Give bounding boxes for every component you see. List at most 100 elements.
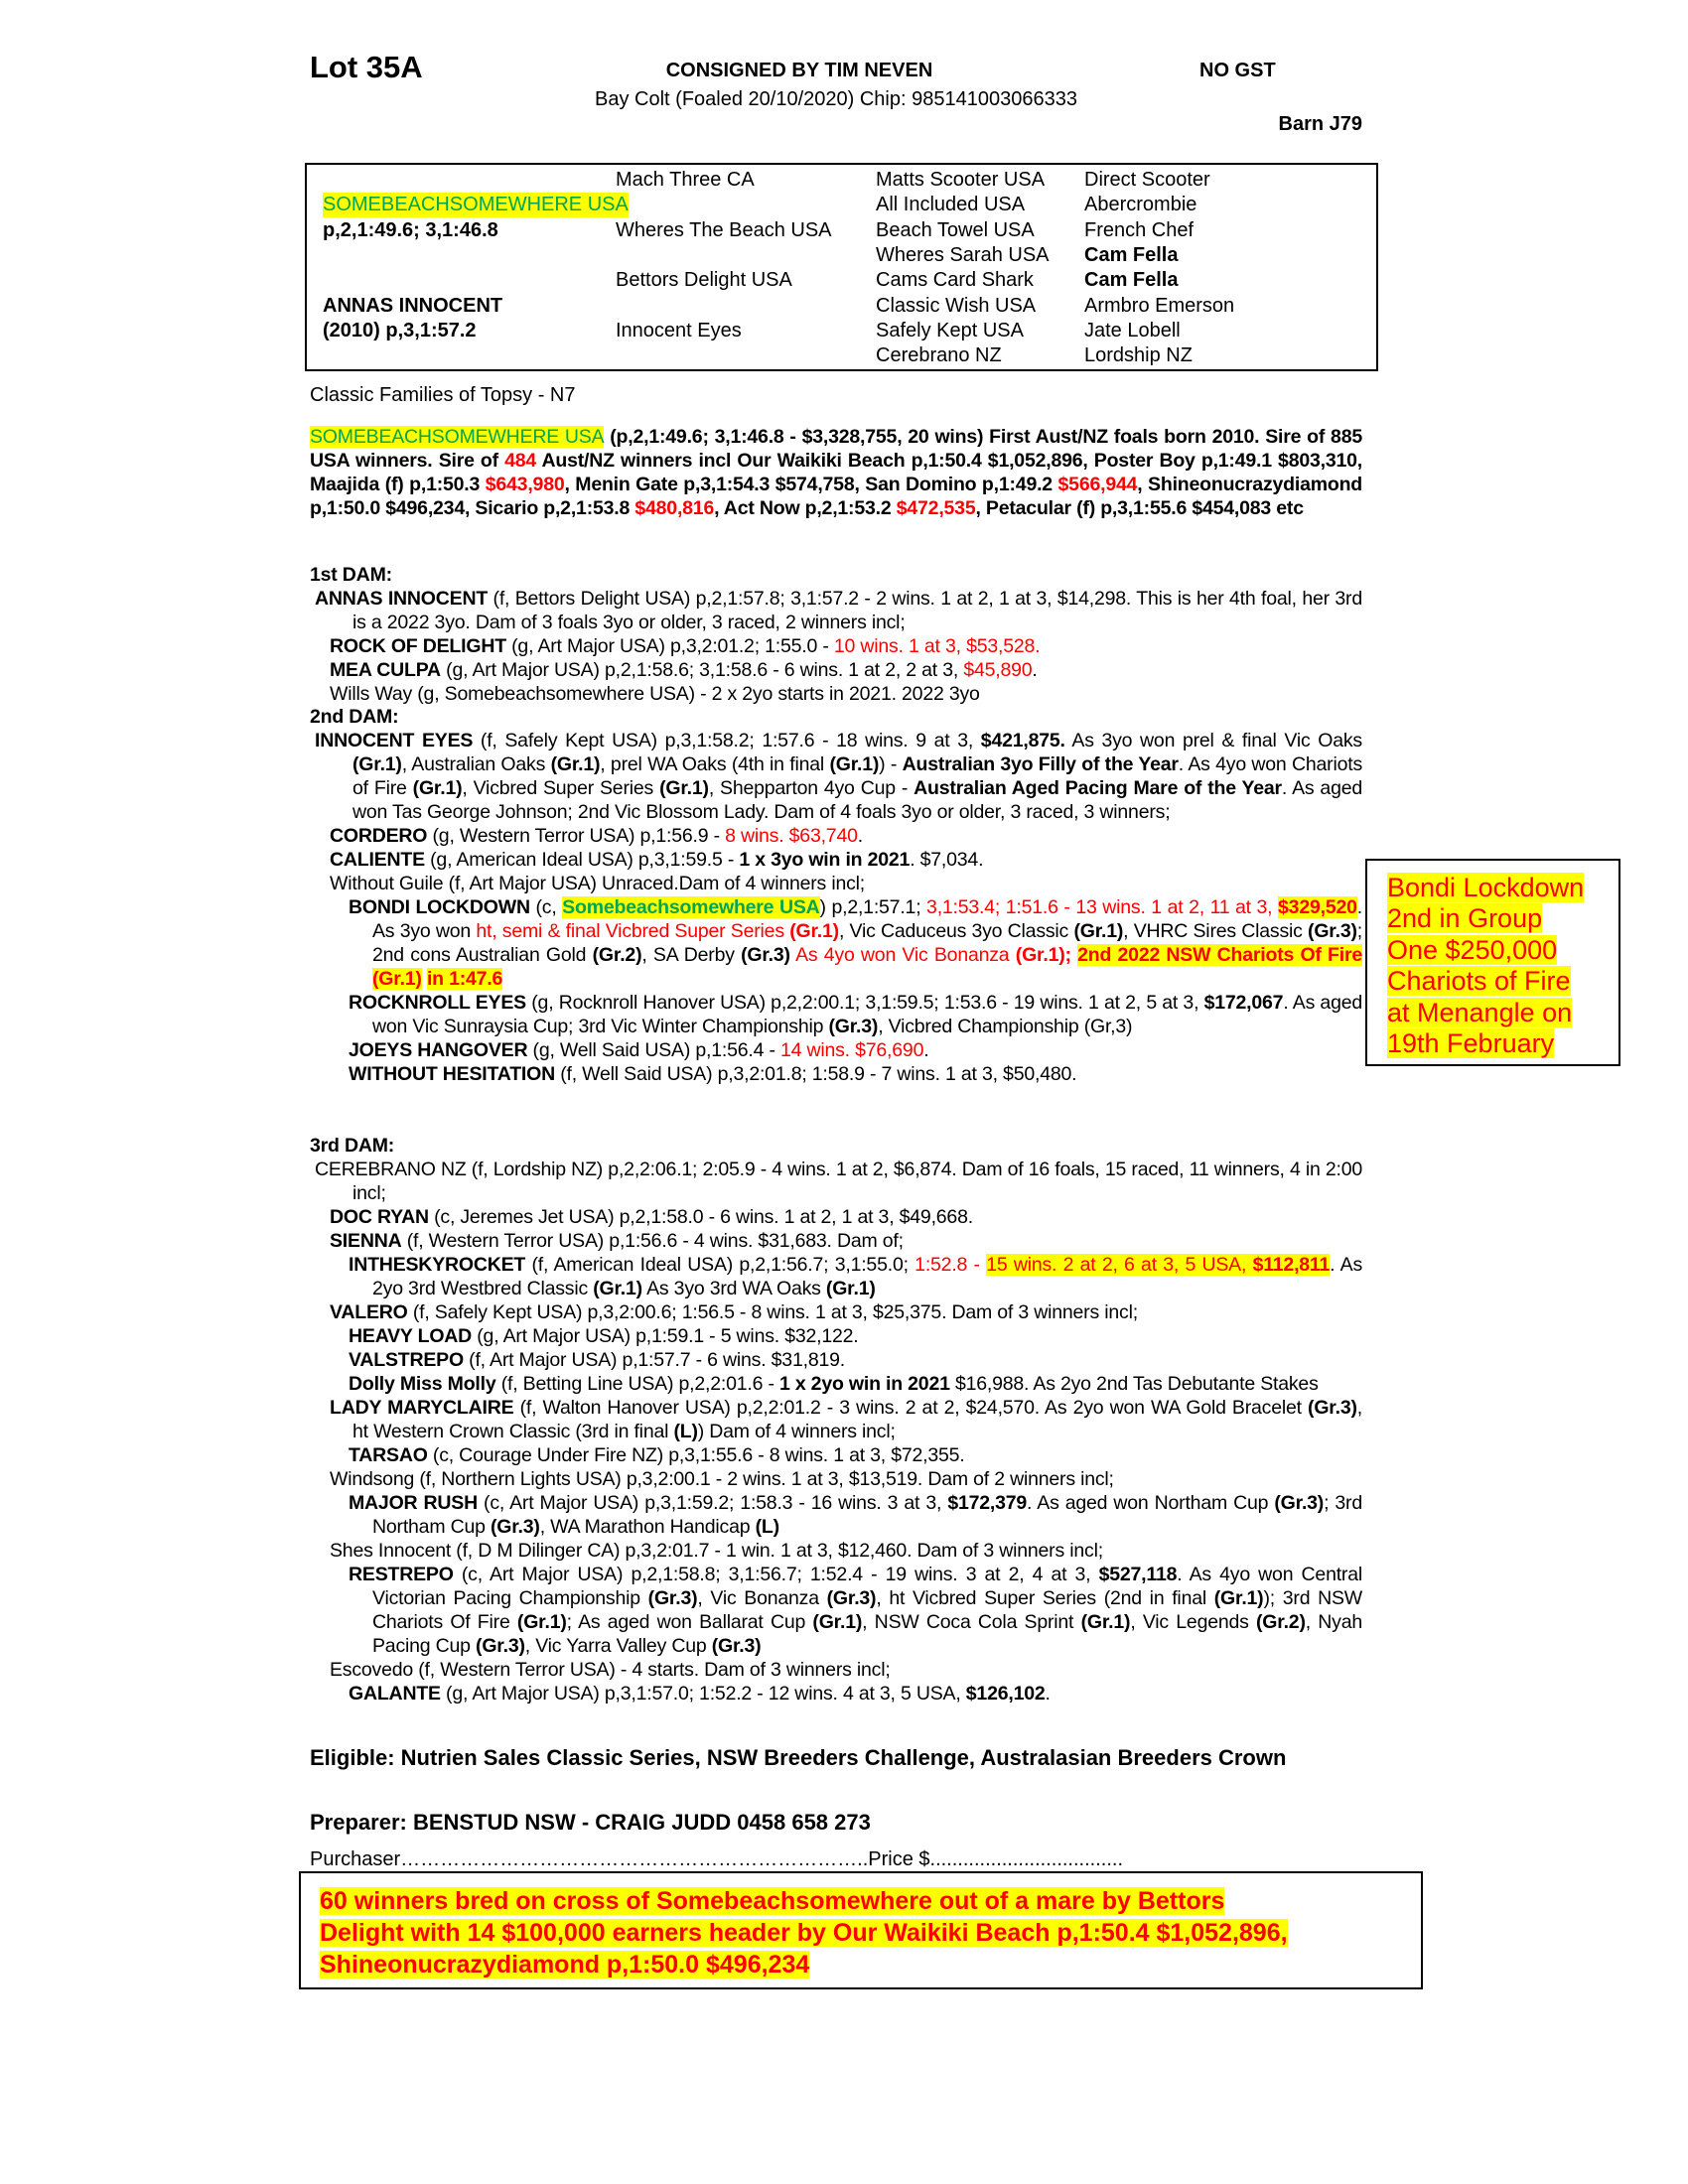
text-run: 3,1:53.4; 1:51.6 - 13 wins. 1 at 2, 11 a…: [926, 896, 1279, 918]
text-run: .: [923, 1039, 929, 1061]
section-heading: 2nd DAM:: [310, 706, 399, 728]
family-line: Classic Families of Topsy - N7: [310, 384, 576, 406]
text-run: , VHRC Sires Classic: [1123, 920, 1309, 942]
text-run: .: [1045, 1683, 1051, 1705]
bottom-note-text: 60 winners bred on cross of Somebeachsom…: [320, 1887, 1225, 1915]
text-run: ; 2nd cons Australian Gold: [372, 920, 1362, 966]
text-run: (f, Well Said USA) p,3,2:01.8; 1:58.9 - …: [555, 1063, 1077, 1085]
text-run: , prel WA Oaks (4th in final: [600, 753, 830, 775]
pedigree-cell: Direct Scooter: [1084, 169, 1210, 191]
text-run: (f, American Ideal USA) p,2,1:56.7; 3,1:…: [525, 1254, 915, 1276]
text-run: , Australian Oaks: [401, 753, 551, 775]
pedigree-cell: Bettors Delight USA: [616, 269, 792, 292]
side-note-line: Bondi Lockdown: [1387, 873, 1585, 903]
pedigree-cell: Beach Towel USA: [876, 218, 1035, 241]
text-run: $329,520: [1278, 896, 1357, 918]
text-run: (Gr.1): [593, 1278, 642, 1299]
text-run: INNOCENT EYES: [315, 730, 474, 751]
text-run: (L): [673, 1421, 698, 1442]
pedigree-cell: Cams Card Shark: [876, 269, 1034, 292]
pedigree-entry: INTHESKYROCKET (f, American Ideal USA) p…: [310, 1253, 1362, 1300]
text-run: (g, Art Major USA) p,2,1:58.6; 3,1:58.6 …: [440, 659, 964, 681]
text-run: $421,875.: [980, 730, 1065, 751]
text-run: 1:52.8 -: [914, 1254, 987, 1276]
text-run: Australian 3yo Filly of the Year: [902, 753, 1179, 775]
bottom-note-text: Shineonucrazydiamond p,1:50.0 $496,234: [320, 1951, 810, 1979]
text-run: VALSTREPO: [349, 1349, 464, 1371]
text-run: (Gr.3): [741, 944, 790, 966]
text-run: Australian Aged Pacing Mare of the Year: [914, 777, 1282, 799]
text-run: $172,067: [1203, 992, 1284, 1014]
text-run: $527,118: [1098, 1564, 1178, 1585]
text-run: (g, Art Major USA) p,1:59.1 - 5 wins. $3…: [472, 1325, 859, 1347]
text-run: 1 x 3yo win in 2021: [739, 849, 911, 871]
text-run: (g, Art Major USA) p,3,2:01.2; 1:55.0 -: [505, 635, 834, 657]
text-run: (Gr.3): [1274, 1492, 1325, 1514]
side-note-text: 19th February: [1387, 1028, 1555, 1058]
section-heading: 1st DAM:: [310, 564, 392, 586]
text-run: (Gr.1): [352, 753, 402, 775]
pedigree-entry: Shes Innocent (f, D M Dilinger CA) p,3,2…: [310, 1539, 1362, 1563]
gst-status: NO GST: [1199, 60, 1276, 81]
text-run: , WA Marathon Handicap: [539, 1516, 756, 1538]
purchaser-price-line: Purchaser……………………………………………………………..Price …: [310, 1848, 1123, 1870]
text-run: VALERO: [330, 1301, 408, 1323]
text-run: ); 3rd NSW Chariots Of Fire: [372, 1587, 1362, 1633]
text-run: Escovedo (f, Western Terror USA) - 4 sta…: [330, 1659, 891, 1681]
pedigree-entry: HEAVY LOAD (g, Art Major USA) p,1:59.1 -…: [310, 1324, 1362, 1348]
pedigree-entry: RESTREPO (c, Art Major USA) p,2,1:58.8; …: [310, 1563, 1362, 1658]
text-run: Without Guile (f, Art Major USA) Unraced…: [330, 873, 865, 894]
side-note-text: Chariots of Fire: [1387, 966, 1571, 997]
text-run: (Gr.3): [1308, 1397, 1357, 1419]
pedigree-entry: LADY MARYCLAIRE (f, Walton Hanover USA) …: [310, 1396, 1362, 1443]
text-run: (Gr.3): [476, 1635, 525, 1657]
text-run: As 3yo 3rd WA Oaks: [641, 1278, 826, 1299]
text-run: Shes Innocent (f, D M Dilinger CA) p,3,2…: [330, 1540, 1103, 1562]
text-run: Aust/NZ winners incl Our Waikiki Beach p…: [310, 450, 1362, 495]
text-run: As 3yo won prel & final Vic Oaks: [1064, 730, 1362, 751]
text-run: RESTREPO: [349, 1564, 454, 1585]
text-run: ; As aged won Ballarat Cup: [566, 1611, 813, 1633]
text-run: ROCK OF DELIGHT: [330, 635, 506, 657]
text-run: Somebeachsomewhere USA: [562, 896, 820, 918]
pedigree-cell: French Chef: [1084, 218, 1195, 241]
text-run: SIENNA: [330, 1230, 402, 1252]
pedigree-entry: ANNAS INNOCENT (f, Bettors Delight USA) …: [310, 587, 1362, 634]
text-run: MAJOR RUSH: [349, 1492, 478, 1514]
text-run: (g, Western Terror USA) p,1:56.9 -: [427, 825, 726, 847]
text-run: (f, Art Major USA) p,1:57.7 - 6 wins. $3…: [463, 1349, 845, 1371]
bottom-note-line: 60 winners bred on cross of Somebeachsom…: [320, 1885, 1225, 1917]
text-run: ) Dam of 4 winners incl;: [697, 1421, 896, 1442]
text-run: (g, Rocknroll Hanover USA) p,2,2:00.1; 3…: [525, 992, 1204, 1014]
text-run: , ht Vicbred Super Series (2nd in final: [876, 1587, 1214, 1609]
lot-number: Lot 35A: [310, 50, 423, 84]
text-run: (g, American Ideal USA) p,3,1:59.5 -: [424, 849, 740, 871]
pedigree-cell: Cerebrano NZ: [876, 344, 1002, 367]
text-run: (Gr.3): [490, 1516, 540, 1538]
pedigree-cell: (2010) p,3,1:57.2: [323, 319, 477, 341]
text-run: , Shineonucrazydiamond p,1:50.0 $496,234…: [310, 474, 1362, 519]
text-run: (Gr.3): [711, 1635, 762, 1657]
text-run: (Gr.2): [592, 944, 642, 966]
text-run: Dolly Miss Molly: [349, 1373, 496, 1395]
consignor: CONSIGNED BY TIM NEVEN: [665, 60, 933, 81]
bottom-note-box: 60 winners bred on cross of Somebeachsom…: [299, 1871, 1423, 1989]
text-run: (f, Betting Line USA) p,2,2:01.6 -: [495, 1373, 779, 1395]
pedigree-cell: Cam Fella: [1084, 243, 1179, 266]
text-run: 14 wins. $76,690: [779, 1039, 924, 1061]
pedigree-entry: DOC RYAN (c, Jeremes Jet USA) p,2,1:58.0…: [310, 1205, 1362, 1229]
text-run: .: [857, 825, 863, 847]
text-run: $126,102: [965, 1683, 1046, 1705]
text-run: WITHOUT HESITATION: [349, 1063, 555, 1085]
text-run: ;: [1064, 944, 1078, 966]
pedigree-cell: Abercrombie: [1084, 194, 1197, 216]
side-note-text: One $250,000: [1387, 934, 1558, 965]
pedigree-entry: Escovedo (f, Western Terror USA) - 4 sta…: [310, 1658, 1362, 1682]
side-note-line: 2nd in Group: [1387, 903, 1543, 934]
text-run: $472,535: [896, 497, 976, 519]
text-run: (Gr.1): [1015, 944, 1065, 966]
text-run: (Gr.2): [1256, 1611, 1306, 1633]
pedigree-cell: Safely Kept USA: [876, 319, 1024, 341]
text-run: GALANTE: [349, 1683, 441, 1705]
pedigree-entry: CALIENTE (g, American Ideal USA) p,3,1:5…: [310, 848, 1362, 872]
